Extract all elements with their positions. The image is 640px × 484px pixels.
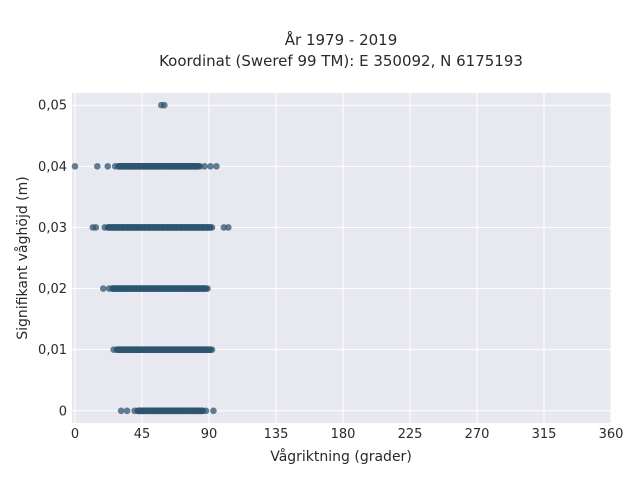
chart-title-line2: Koordinat (Sweref 99 TM): E 350092, N 61… (159, 52, 523, 70)
y-axis-label: Signifikant våghöjd (m) (14, 176, 31, 339)
data-point (208, 224, 216, 231)
y-tick-label: 0,01 (38, 343, 67, 358)
chart-title-line1: År 1979 - 2019 (285, 30, 398, 49)
x-tick-label: 360 (599, 427, 624, 442)
y-tick-label: 0,03 (38, 221, 67, 236)
data-point (225, 224, 232, 231)
x-tick-labels: 0 45 90 135 180 225 270 315 360 (71, 427, 624, 442)
x-tick-label: 45 (134, 427, 151, 442)
data-point (201, 163, 208, 170)
x-tick-label: 315 (532, 427, 557, 442)
data-point (104, 163, 112, 170)
data-point (99, 285, 107, 292)
data-point (92, 224, 100, 231)
x-tick-label: 180 (331, 427, 356, 442)
y-tick-label: 0,04 (38, 160, 67, 175)
y-tick-label: 0,02 (38, 282, 67, 297)
data-point (213, 163, 220, 170)
plot-area (72, 93, 611, 423)
data-point (204, 285, 211, 292)
data-point (94, 163, 101, 170)
x-axis-label: Vågriktning (grader) (270, 448, 412, 465)
x-tick-label: 225 (398, 427, 423, 442)
data-point (161, 101, 168, 109)
x-tick-label: 90 (201, 427, 218, 442)
y-tick-label: 0,05 (38, 99, 67, 114)
data-point (210, 407, 217, 415)
data-point (71, 163, 79, 170)
data-point (207, 163, 214, 170)
y-tick-label: 0 (59, 404, 67, 419)
x-tick-label: 135 (264, 427, 289, 442)
x-tick-label: 270 (465, 427, 490, 442)
x-tick-label: 0 (71, 427, 79, 442)
data-points (71, 101, 232, 415)
data-point (117, 407, 125, 415)
data-point (123, 407, 131, 415)
data-point (208, 346, 216, 353)
y-tick-labels: 0 0,01 0,02 0,03 0,04 0,05 (38, 99, 67, 420)
data-point (202, 407, 210, 415)
